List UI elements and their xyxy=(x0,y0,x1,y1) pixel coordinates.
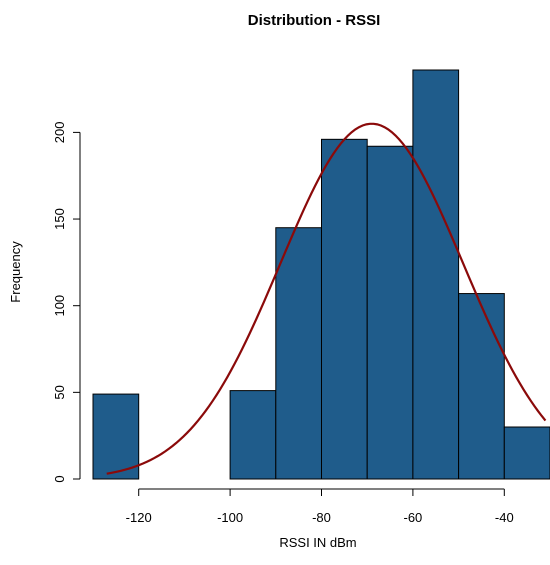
histogram-bar xyxy=(229,390,277,480)
x-tick-label: -60 xyxy=(404,510,423,525)
density-curve xyxy=(106,122,547,475)
y-tick-label: 100 xyxy=(52,295,67,317)
y-tick-label: 50 xyxy=(52,385,67,399)
x-tick-label: -120 xyxy=(126,510,152,525)
chart-title: Distribution - RSSI xyxy=(248,12,381,29)
x-tick-label: -100 xyxy=(217,510,243,525)
x-axis: -120 -100 -80 -60 -40 xyxy=(126,488,514,525)
histogram-bar xyxy=(275,227,322,480)
histogram-bar xyxy=(321,138,368,480)
histogram-bar xyxy=(92,393,140,480)
histogram-bar xyxy=(366,145,414,480)
x-tick-label: -80 xyxy=(312,510,331,525)
y-axis-label: Frequency xyxy=(8,241,23,303)
y-tick-label: 150 xyxy=(52,208,67,230)
histogram-bar xyxy=(412,69,460,480)
histogram-bar xyxy=(503,426,550,480)
x-axis-label: RSSI IN dBm xyxy=(279,535,356,550)
x-tick-label: -40 xyxy=(495,510,514,525)
y-tick-label: 0 xyxy=(52,475,67,482)
y-axis: 0 50 100 150 200 xyxy=(52,122,81,483)
histogram-bar xyxy=(458,293,505,480)
y-tick-label: 200 xyxy=(52,122,67,144)
histogram-bars xyxy=(92,69,550,480)
